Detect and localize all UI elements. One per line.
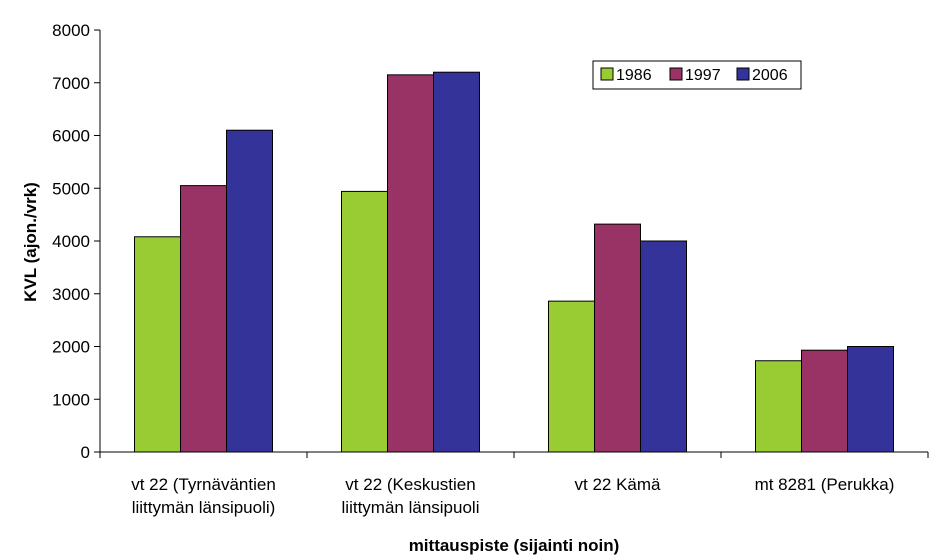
legend: 1986 1997 2006: [593, 61, 801, 89]
y-tick-label: 7000: [52, 74, 90, 93]
bar-1997-0: [181, 186, 227, 452]
bar-1997-1: [388, 75, 434, 452]
bar-1986-3: [756, 361, 802, 452]
x-tick-label: vt 22 Kämä: [575, 475, 662, 494]
bar-2006-2: [641, 241, 687, 452]
y-tick-label: 8000: [52, 21, 90, 40]
x-tick-label-line: liittymän länsipuoli): [132, 498, 276, 517]
x-tick-label-line: mt 8281 (Perukka): [755, 475, 895, 494]
y-axis-ticks: 0 1000 2000 3000 4000 5000 6000 7000 8000: [52, 21, 100, 462]
bar-2006-1: [434, 72, 480, 452]
x-axis-tick-labels: vt 22 (Tyrnäväntien liittymän länsipuoli)…: [131, 475, 894, 517]
legend-swatch-2006: [737, 68, 749, 80]
bar-2006-0: [227, 130, 273, 452]
legend-swatch-1997: [670, 68, 682, 80]
x-tick-label-line: vt 22 (Tyrnäväntien: [131, 475, 276, 494]
x-tick-label-line: liittymän länsipuoli: [342, 498, 480, 517]
y-tick-label: 2000: [52, 338, 90, 357]
legend-label-1986: 1986: [616, 67, 652, 84]
legend-label-1997: 1997: [685, 67, 721, 84]
y-tick-label: 5000: [52, 179, 90, 198]
y-tick-label: 4000: [52, 232, 90, 251]
y-tick-label: 0: [81, 443, 90, 462]
bar-1997-3: [802, 350, 848, 452]
y-tick-label: 1000: [52, 390, 90, 409]
x-tick-label: vt 22 (Keskustien liittymän länsipuoli: [342, 475, 480, 517]
x-tick-label: mt 8281 (Perukka): [755, 475, 895, 494]
bar-1997-2: [595, 224, 641, 452]
bar-1986-0: [135, 237, 181, 452]
x-tick-label-line: vt 22 (Keskustien: [345, 475, 475, 494]
bar-1986-1: [342, 191, 388, 452]
x-tick-label-line: vt 22 Kämä: [575, 475, 662, 494]
x-tick-label: vt 22 (Tyrnäväntien liittymän länsipuoli): [131, 475, 276, 517]
bars: [135, 72, 894, 452]
legend-label-2006: 2006: [752, 67, 788, 84]
x-axis-title: mittauspiste (sijainti noin): [409, 536, 620, 555]
bar-2006-3: [848, 347, 894, 453]
bar-1986-2: [549, 301, 595, 452]
y-tick-label: 3000: [52, 285, 90, 304]
y-tick-label: 6000: [52, 127, 90, 146]
legend-swatch-1986: [601, 68, 613, 80]
y-axis-title: KVL (ajon./vrk): [21, 182, 40, 302]
